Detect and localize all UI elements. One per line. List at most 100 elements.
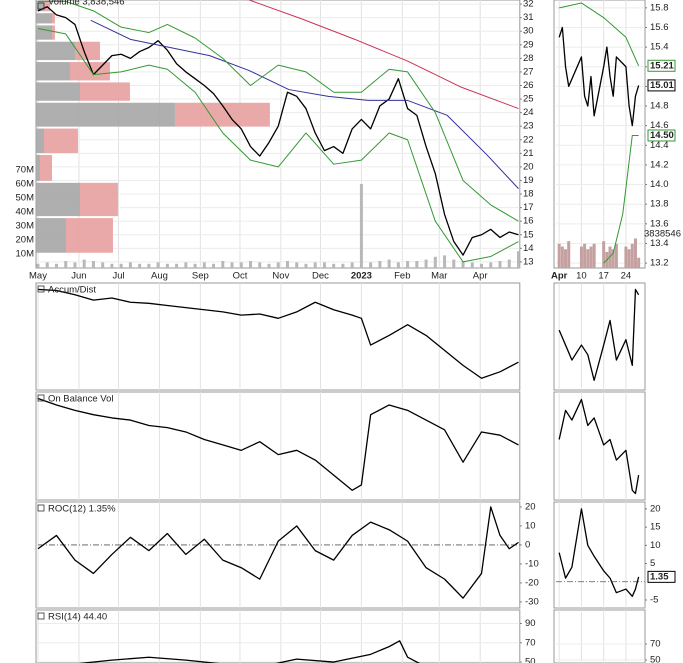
y-tick-label: 20 [650, 503, 661, 514]
volume-bar [285, 260, 289, 268]
series-line [558, 288, 640, 382]
plot-area [556, 502, 645, 608]
volume-bar [202, 262, 206, 268]
plot-area [37, 392, 519, 500]
y-tick-label: -20 [525, 577, 539, 588]
volume-by-price-down [79, 82, 130, 101]
volume-bar [378, 260, 382, 268]
y-tick-label: 13.8 [650, 199, 669, 210]
volume-bar [470, 262, 474, 268]
volume-bar [624, 246, 628, 268]
y-tick-label: 13.2 [650, 258, 669, 269]
x-tick-label: Nov [272, 271, 289, 282]
y-tick-label: 16 [523, 216, 534, 227]
title-icon [37, 2, 45, 10]
volume-bar [175, 263, 179, 268]
panel-title: On Balance Vol [48, 394, 114, 405]
y-tick-label: 27 [523, 66, 534, 77]
volume-bar [295, 262, 299, 268]
y-tick-label: -30 [525, 596, 539, 607]
series-line [249, 0, 519, 110]
volume-bar [359, 183, 363, 268]
panel-frame [35, 391, 521, 501]
volume-by-price-down [51, 25, 55, 40]
y-tick-label: 15.8 [650, 2, 669, 13]
x-tick-label: Feb [394, 271, 410, 282]
volume-bar [165, 263, 169, 268]
y2-tick-label: 10M [16, 249, 35, 260]
x-tick-label: 17 [598, 271, 609, 282]
y-tick-label: 29 [523, 39, 534, 50]
volume-bar [564, 249, 568, 268]
y-tick-label: 50 [650, 655, 661, 663]
title-icon [37, 504, 45, 512]
volume-bar [507, 259, 511, 268]
volume-bar [110, 263, 114, 268]
volume-bar [82, 259, 86, 268]
y-tick-label: 18 [523, 189, 534, 200]
plot-area [558, 283, 640, 390]
volume-bar [498, 260, 502, 268]
volume-bar [54, 263, 58, 268]
volume-bar [73, 262, 77, 268]
volume-bar [184, 262, 188, 268]
panel-frame [35, 501, 521, 609]
volume-bar [193, 263, 197, 268]
volume-bar [608, 246, 612, 268]
plot-area [558, 392, 640, 500]
volume-by-price-up [36, 218, 66, 253]
y-tick-label: 14 [523, 243, 534, 254]
y-tick-label: 90 [525, 618, 536, 629]
panel-frame [553, 282, 646, 391]
y-tick-label: -5 [650, 595, 658, 606]
y-tick-label: 28 [523, 53, 534, 64]
volume-by-price-down [39, 155, 52, 181]
volume-bar [627, 249, 631, 268]
volume-bar [567, 241, 571, 268]
x-tick-label: Apr [473, 271, 488, 282]
volume-bar [611, 249, 615, 268]
y-tick-label: 21 [523, 148, 534, 159]
volume-bar [592, 243, 596, 268]
x-tick-label: Apr [551, 271, 568, 282]
last-value-label: 1.35 [650, 571, 669, 582]
y-tick-label: 13.6 [650, 218, 669, 229]
volume-bar [560, 246, 564, 268]
volume-bar [406, 260, 410, 268]
volume-bar [415, 260, 419, 268]
volume-by-price-up [36, 102, 175, 127]
volume-bar [433, 256, 437, 268]
x-tick-label: Sep [192, 271, 209, 282]
y2-tick-label: 40M [16, 207, 35, 218]
volume-bar [369, 262, 373, 268]
y-tick-label: 14.0 [650, 179, 669, 190]
plot-area [37, 283, 519, 390]
volume-bar [424, 259, 428, 268]
y-tick-label: 15 [650, 522, 661, 533]
volume-bar [258, 262, 262, 268]
volume-bar [119, 263, 123, 268]
volume-bar [91, 260, 95, 268]
volume-by-price-up [36, 82, 80, 101]
x-tick-label: May [29, 271, 47, 282]
y-tick-label: 24 [523, 107, 534, 118]
panel-title: RSI(14) 44.40 [48, 612, 107, 623]
volume-bar [45, 262, 49, 268]
series-line [77, 640, 421, 663]
y-tick-label: 17 [523, 202, 534, 213]
y2-tick-label: 20M [16, 235, 35, 246]
y-tick-label: 13.4 [650, 238, 669, 249]
x-tick-label: Jun [71, 271, 86, 282]
y-tick-label: 70 [650, 639, 661, 650]
title-icon [37, 612, 45, 620]
volume-bar [586, 249, 590, 268]
volume-bar [221, 260, 225, 268]
series-line [37, 6, 519, 256]
y-tick-label: 26 [523, 80, 534, 91]
y-tick-label: 15.4 [650, 42, 669, 53]
volume-bar [583, 243, 587, 268]
volume-bar [156, 262, 160, 268]
volume-bar [147, 263, 151, 268]
